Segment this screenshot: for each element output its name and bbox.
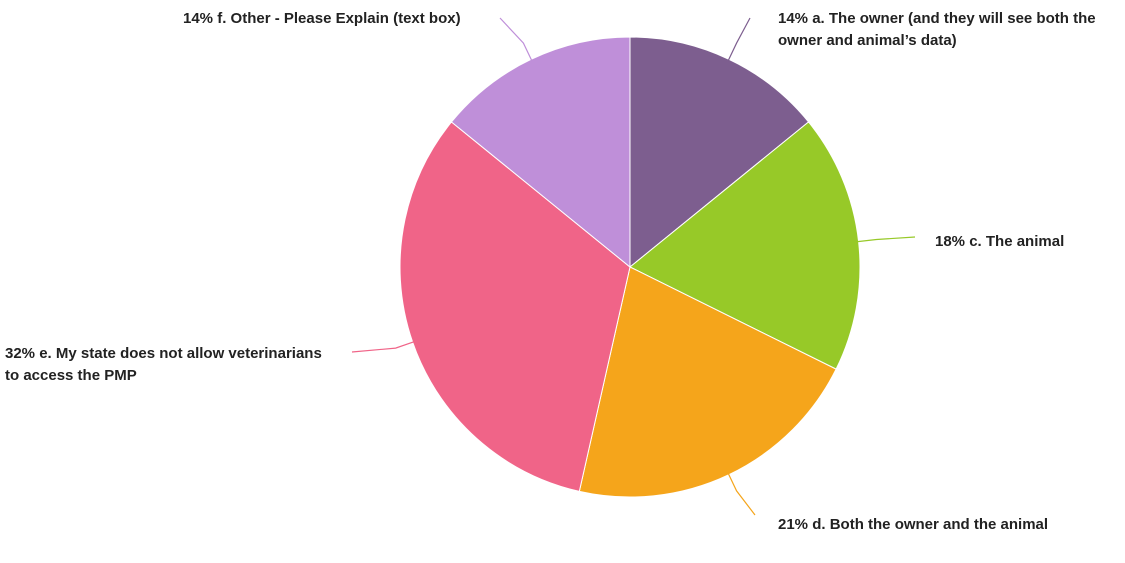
value-label: 14% [183, 10, 214, 27]
category-label: f. Other - Please Explain (text box) [217, 10, 461, 27]
category-label: c. The animal [969, 233, 1065, 250]
value-label: 18% [935, 233, 966, 250]
slice-label: 14% f. Other - Please Explain (text box) [183, 8, 503, 30]
slice-label: 21% d. Both the owner and the animal [778, 514, 1108, 536]
value-label: 32% [5, 345, 36, 362]
value-label: 21% [778, 516, 809, 533]
leader-line [351, 341, 415, 353]
category-label: a. The owner (and they will see both the… [778, 10, 1096, 49]
leader-line [499, 17, 533, 62]
leader-line [727, 472, 756, 516]
category-label: d. Both the owner and the animal [812, 516, 1049, 533]
leader-line [856, 236, 916, 243]
leader-line [727, 17, 751, 62]
slice-label: 32% e. My state does not allow veterinar… [5, 343, 340, 387]
value-label: 14% [778, 10, 809, 27]
category-label: e. My state does not allow veterinarians… [5, 345, 322, 384]
slice-label: 18% c. The animal [935, 231, 1115, 253]
slice-label: 14% a. The owner (and they will see both… [778, 8, 1108, 52]
